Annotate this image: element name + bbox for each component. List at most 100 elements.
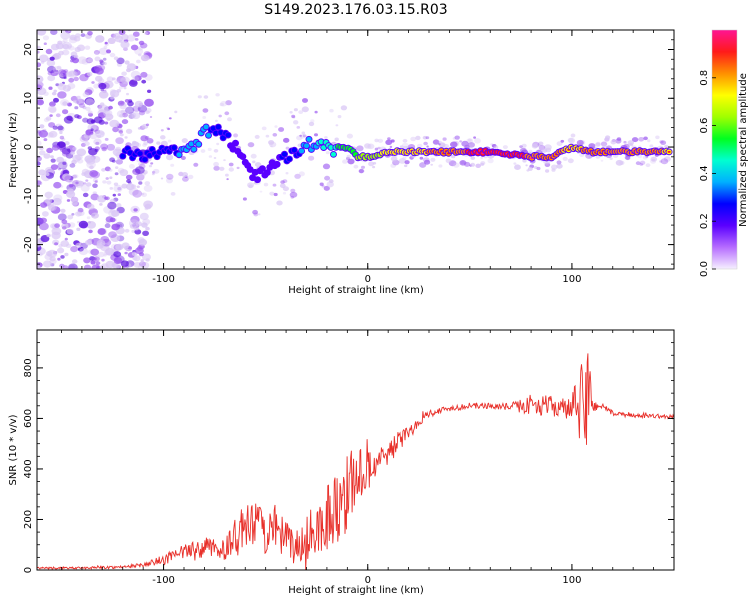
spectrogram-speckle: [269, 191, 275, 196]
spectrogram-speckle: [236, 166, 240, 170]
spectrogram-speckle: [99, 203, 103, 206]
spectrogram-speckle: [120, 41, 130, 49]
spectrogram-speckle: [124, 251, 128, 255]
spectrogram-speckle: [219, 102, 224, 107]
spectrogram-speckle: [108, 168, 113, 172]
spectrogram-speckle: [121, 242, 130, 249]
spectrogram-speckle: [135, 221, 142, 227]
spectrogram-speckle: [114, 80, 120, 85]
spectrogram-speckle: [132, 140, 137, 145]
spectrogram-speckle: [78, 103, 86, 108]
spectrogram-speckle: [37, 30, 47, 36]
spectrogram-speckle: [97, 228, 106, 235]
spectrogram-speckle: [69, 184, 74, 188]
spectrogram-speckle: [301, 131, 306, 135]
spectrogram-speckle: [84, 89, 93, 96]
spectrogram-speckle: [279, 183, 286, 189]
spectrogram-speckle: [61, 49, 70, 56]
spectrogram-speckle: [87, 123, 97, 132]
spectrogram-speckle: [133, 262, 141, 268]
spectrogram-speckle: [37, 75, 44, 83]
spectrogram-speckle: [53, 89, 57, 93]
spectrogram-speckle: [160, 135, 166, 140]
spectrogram-speckle: [424, 159, 431, 165]
spectrogram-speckle: [145, 258, 150, 262]
spectrogram-speckle: [278, 127, 285, 132]
spectrogram-speckle: [181, 138, 188, 144]
spectrogram-speckle: [53, 194, 63, 202]
spectrogram-speckle: [387, 137, 391, 141]
spectrogram-speckle: [361, 165, 365, 169]
spectrogram-speckle: [372, 162, 377, 165]
spectrogram-speckle: [202, 108, 209, 113]
spectrogram-speckle: [66, 228, 74, 235]
spectrogram-speckle: [145, 226, 150, 231]
spectrogram-speckle: [84, 155, 94, 163]
y-tick-label: 600: [23, 409, 34, 428]
spectrogram-speckle: [326, 181, 334, 188]
spectrogram-speckle: [144, 31, 149, 35]
spectrogram-speckle: [81, 172, 87, 177]
spectrogram-speckle: [356, 145, 364, 152]
y-tick-label: 200: [23, 510, 34, 529]
spectrogram-speckle: [93, 138, 102, 146]
spectrogram-speckle: [39, 222, 49, 231]
spectrogram-speckle: [39, 217, 48, 224]
spectrogram-speckle: [138, 127, 142, 130]
spectrogram-speckle: [37, 45, 41, 50]
spectrogram-speckle: [459, 160, 467, 166]
spectrogram-speckle: [67, 88, 71, 91]
spectrogram-speckle: [90, 260, 96, 265]
spectrogram-speckle: [422, 135, 428, 140]
spectrogram-speckle: [610, 139, 617, 145]
spectrogram-speckle: [213, 165, 220, 171]
ridge-core: [291, 147, 297, 153]
spectrogram-speckle: [98, 47, 109, 55]
spectrogram-speckle: [54, 242, 59, 246]
spectrogram-speckle: [48, 86, 53, 90]
spectrogram-speckle: [118, 130, 124, 134]
spectrogram-speckle: [289, 111, 293, 114]
spectrogram-speckle: [68, 77, 75, 83]
spectrogram-speckle: [72, 146, 77, 151]
y-tick-label: 0: [23, 144, 34, 150]
spectrogram-speckle: [134, 38, 139, 41]
spectrogram-speckle: [126, 179, 131, 184]
spectrogram-speckle: [82, 117, 89, 123]
spectrogram-speckle: [86, 203, 95, 210]
spectrogram-speckle: [105, 177, 109, 180]
spectrogram-speckle: [140, 259, 144, 262]
spectrogram-speckle: [358, 168, 365, 174]
spectrogram-speckle: [140, 42, 148, 49]
spectrogram-speckle: [570, 133, 576, 138]
spectrogram-speckle: [107, 37, 116, 44]
spectrogram-speckle: [58, 244, 63, 248]
spectrogram-speckle: [228, 162, 234, 167]
spectrogram-speckle: [250, 153, 257, 159]
spectrogram-speckle: [389, 145, 393, 148]
spectrogram-speckle: [46, 147, 53, 154]
spectrogram-speckle: [74, 114, 80, 119]
spectrogram-speckle: [138, 181, 143, 185]
snr-y-label: SNR (10 * v/v): [8, 414, 19, 485]
spectrogram-x-label: Height of straight line (km): [288, 285, 424, 296]
spectrogram-speckle: [422, 157, 430, 163]
spectrogram-speckle: [60, 147, 65, 152]
spectrogram-speckle: [139, 261, 146, 267]
spectrogram-speckle: [635, 161, 641, 166]
spectrogram-speckle: [85, 129, 94, 136]
spectrogram-speckle: [133, 255, 141, 262]
spectrogram-speckle: [45, 172, 50, 176]
spectrogram-speckle: [111, 210, 120, 217]
spectrogram-speckle: [402, 138, 408, 143]
spectrogram-speckle: [200, 149, 206, 153]
spectrogram-speckle: [170, 163, 175, 167]
spectrogram-speckle: [45, 250, 53, 257]
spectrogram-speckle: [45, 48, 53, 55]
spectrogram-speckle: [138, 53, 142, 57]
spectrogram-speckle: [84, 45, 91, 50]
spectrogram-speckle: [556, 163, 563, 169]
spectrogram-speckle: [270, 145, 273, 148]
spectrogram-speckle: [75, 181, 79, 185]
